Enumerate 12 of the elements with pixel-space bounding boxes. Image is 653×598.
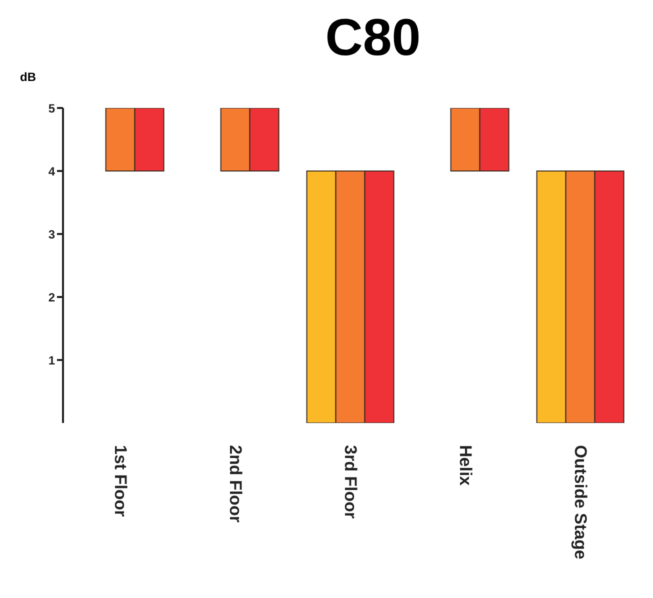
x-tick-label: Outside Stage (571, 445, 590, 560)
x-tick-label: Helix (456, 445, 475, 486)
y-tick-label: 1 (48, 353, 56, 368)
y-axis-title: dB (20, 70, 36, 84)
y-tick-label: 3 (48, 227, 56, 242)
y-tick-label: 4 (48, 164, 56, 178)
x-tick-label: 3rd Floor (341, 445, 360, 520)
chart-title: C80 (324, 8, 422, 68)
y-tick-label: 2 (48, 290, 56, 304)
y-tick-label: 5 (48, 101, 56, 116)
x-tick-label: 2nd Floor (226, 445, 245, 523)
x-tick-label: 1st Floor (111, 445, 130, 518)
